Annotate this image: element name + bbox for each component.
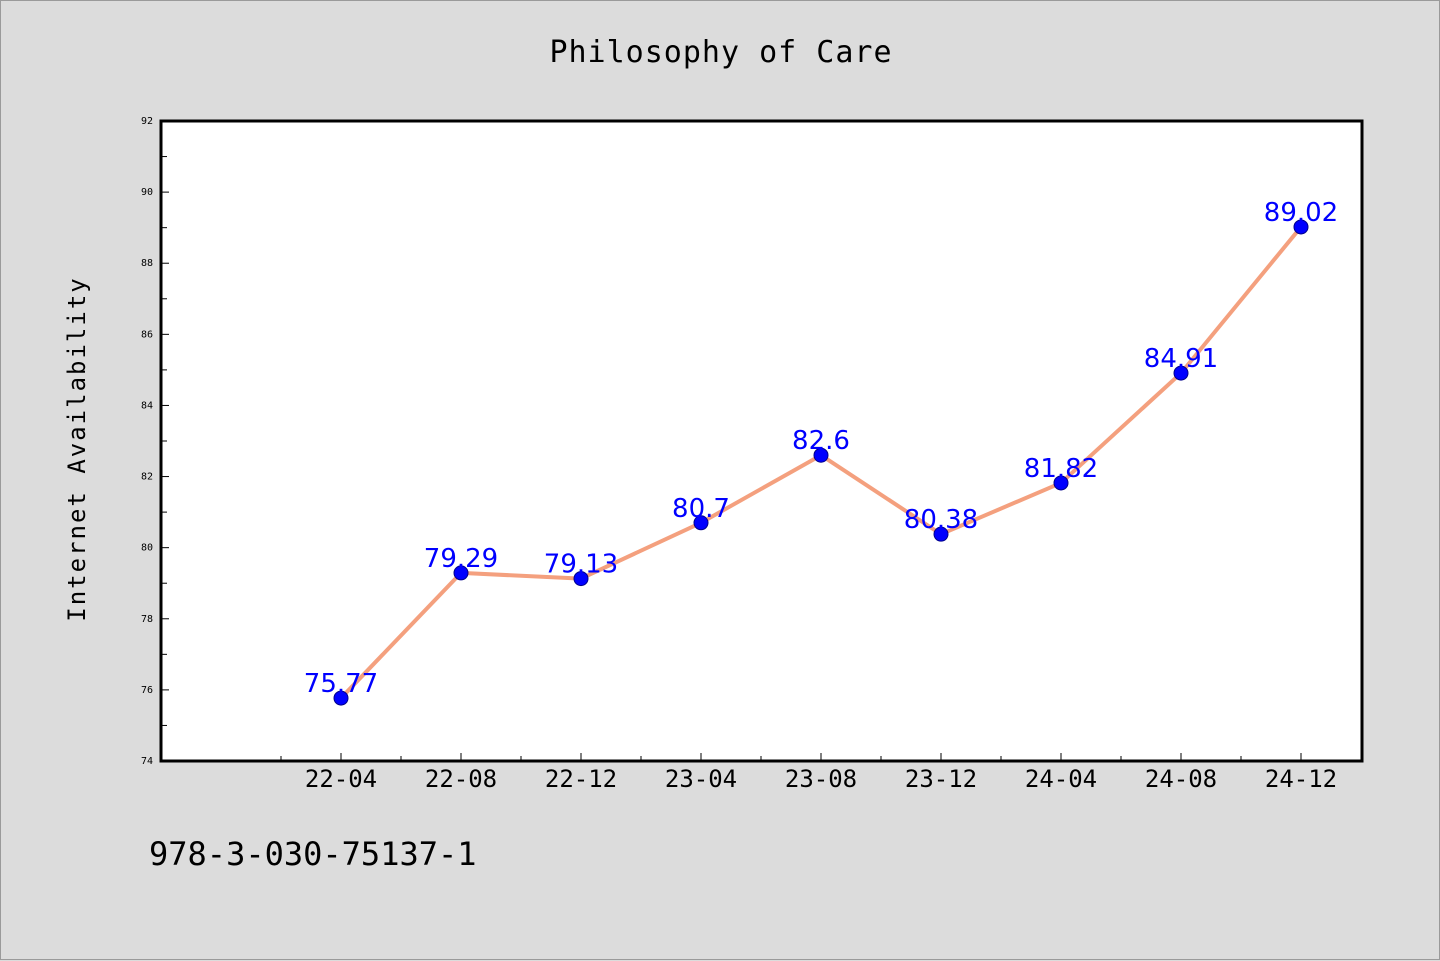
data-point xyxy=(1053,475,1069,491)
data-point xyxy=(453,565,469,581)
data-label: 82.6 xyxy=(792,426,850,456)
data-point xyxy=(1293,219,1309,235)
y-tick-label: 76 xyxy=(141,685,153,696)
y-tick-label: 74 xyxy=(141,756,153,767)
data-label: 80.7 xyxy=(672,494,730,524)
x-tick-label: 23-12 xyxy=(905,765,977,793)
y-tick-label: 80 xyxy=(141,543,153,554)
x-tick-label: 24-04 xyxy=(1025,765,1097,793)
data-point xyxy=(813,447,829,463)
data-label: 84.91 xyxy=(1144,344,1218,374)
data-label: 80.38 xyxy=(904,505,978,535)
x-axis-ticks: 22-04 22-08 22-12 23-04 23-08 23-12 24-04 24-08… xyxy=(280,753,1337,793)
y-tick-label: 82 xyxy=(141,472,153,483)
y-tick-label: 88 xyxy=(141,258,153,269)
y-tick-label: 84 xyxy=(141,400,153,411)
x-tick-label: 24-08 xyxy=(1145,765,1217,793)
x-tick-label: 22-08 xyxy=(425,765,497,793)
series-layer: 75.77 79.29 79.13 80.7 82.6 80.38 81.82 84.91 89… xyxy=(304,198,1338,706)
x-tick-label: 22-04 xyxy=(305,765,377,793)
data-label: 75.77 xyxy=(304,669,378,699)
plot-frame xyxy=(159,119,1364,763)
data-point xyxy=(573,571,589,587)
y-tick-label: 78 xyxy=(141,614,153,625)
x-tick-label: 24-12 xyxy=(1265,765,1337,793)
data-point xyxy=(333,690,349,706)
data-label: 79.29 xyxy=(424,544,498,574)
footer-code: 978-3-030-75137-1 xyxy=(149,835,477,873)
y-tick-label: 92 xyxy=(141,116,153,127)
data-label: 81.82 xyxy=(1024,454,1098,484)
x-tick-label: 23-08 xyxy=(785,765,857,793)
y-tick-label: 90 xyxy=(141,187,153,198)
data-point xyxy=(933,526,949,542)
data-point xyxy=(1173,365,1189,381)
data-label: 89.02 xyxy=(1264,198,1338,228)
y-tick-label: 86 xyxy=(141,329,153,340)
y-axis-ticks: 74 76 78 80 82 84 86 88 90 92 xyxy=(141,116,169,767)
x-tick-label: 22-12 xyxy=(545,765,617,793)
data-point xyxy=(693,515,709,531)
chart-title: Philosophy of Care xyxy=(549,35,893,70)
x-tick-label: 23-04 xyxy=(665,765,737,793)
data-label: 79.13 xyxy=(544,550,618,580)
